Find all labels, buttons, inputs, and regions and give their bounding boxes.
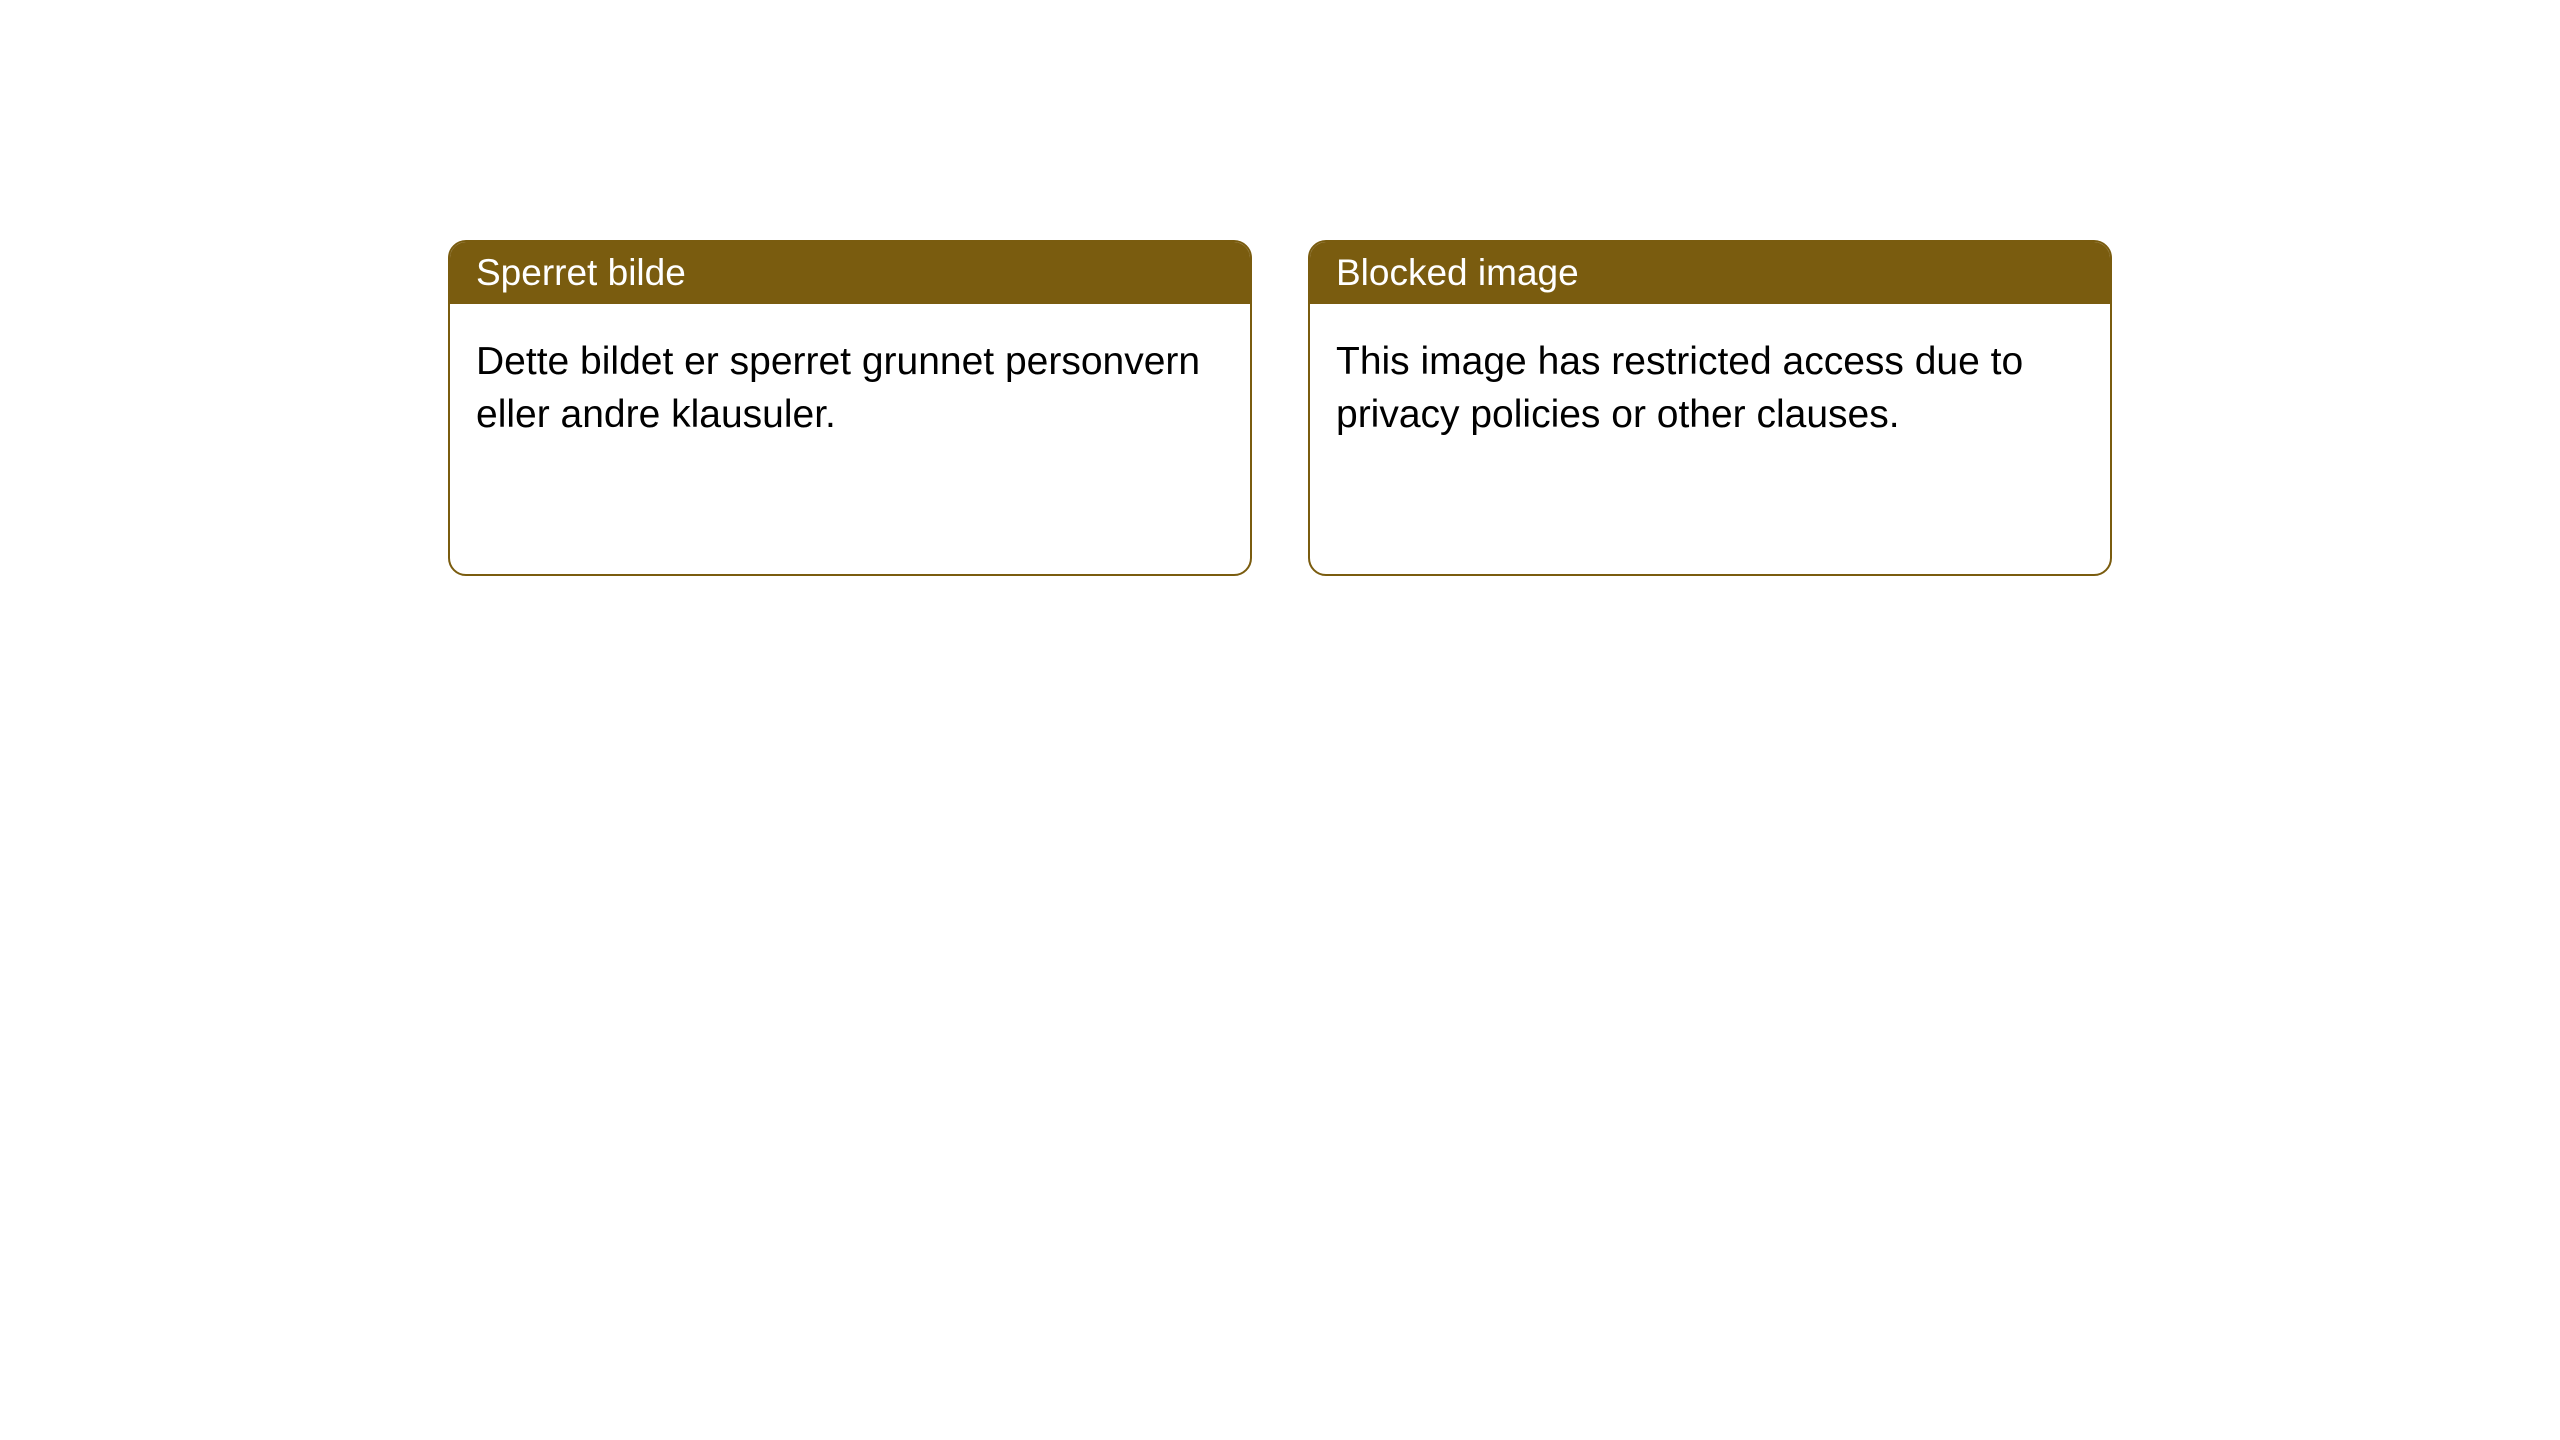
notice-card-title: Blocked image xyxy=(1336,252,1579,293)
notice-card-header: Sperret bilde xyxy=(450,242,1250,304)
notice-card-norwegian: Sperret bilde Dette bildet er sperret gr… xyxy=(448,240,1252,576)
notice-card-title: Sperret bilde xyxy=(476,252,686,293)
notice-card-text: This image has restricted access due to … xyxy=(1336,340,2023,436)
notice-card-english: Blocked image This image has restricted … xyxy=(1308,240,2112,576)
notice-card-body: Dette bildet er sperret grunnet personve… xyxy=(450,304,1250,574)
notice-container: Sperret bilde Dette bildet er sperret gr… xyxy=(0,0,2560,576)
notice-card-text: Dette bildet er sperret grunnet personve… xyxy=(476,340,1200,436)
notice-card-body: This image has restricted access due to … xyxy=(1310,304,2110,574)
notice-card-header: Blocked image xyxy=(1310,242,2110,304)
